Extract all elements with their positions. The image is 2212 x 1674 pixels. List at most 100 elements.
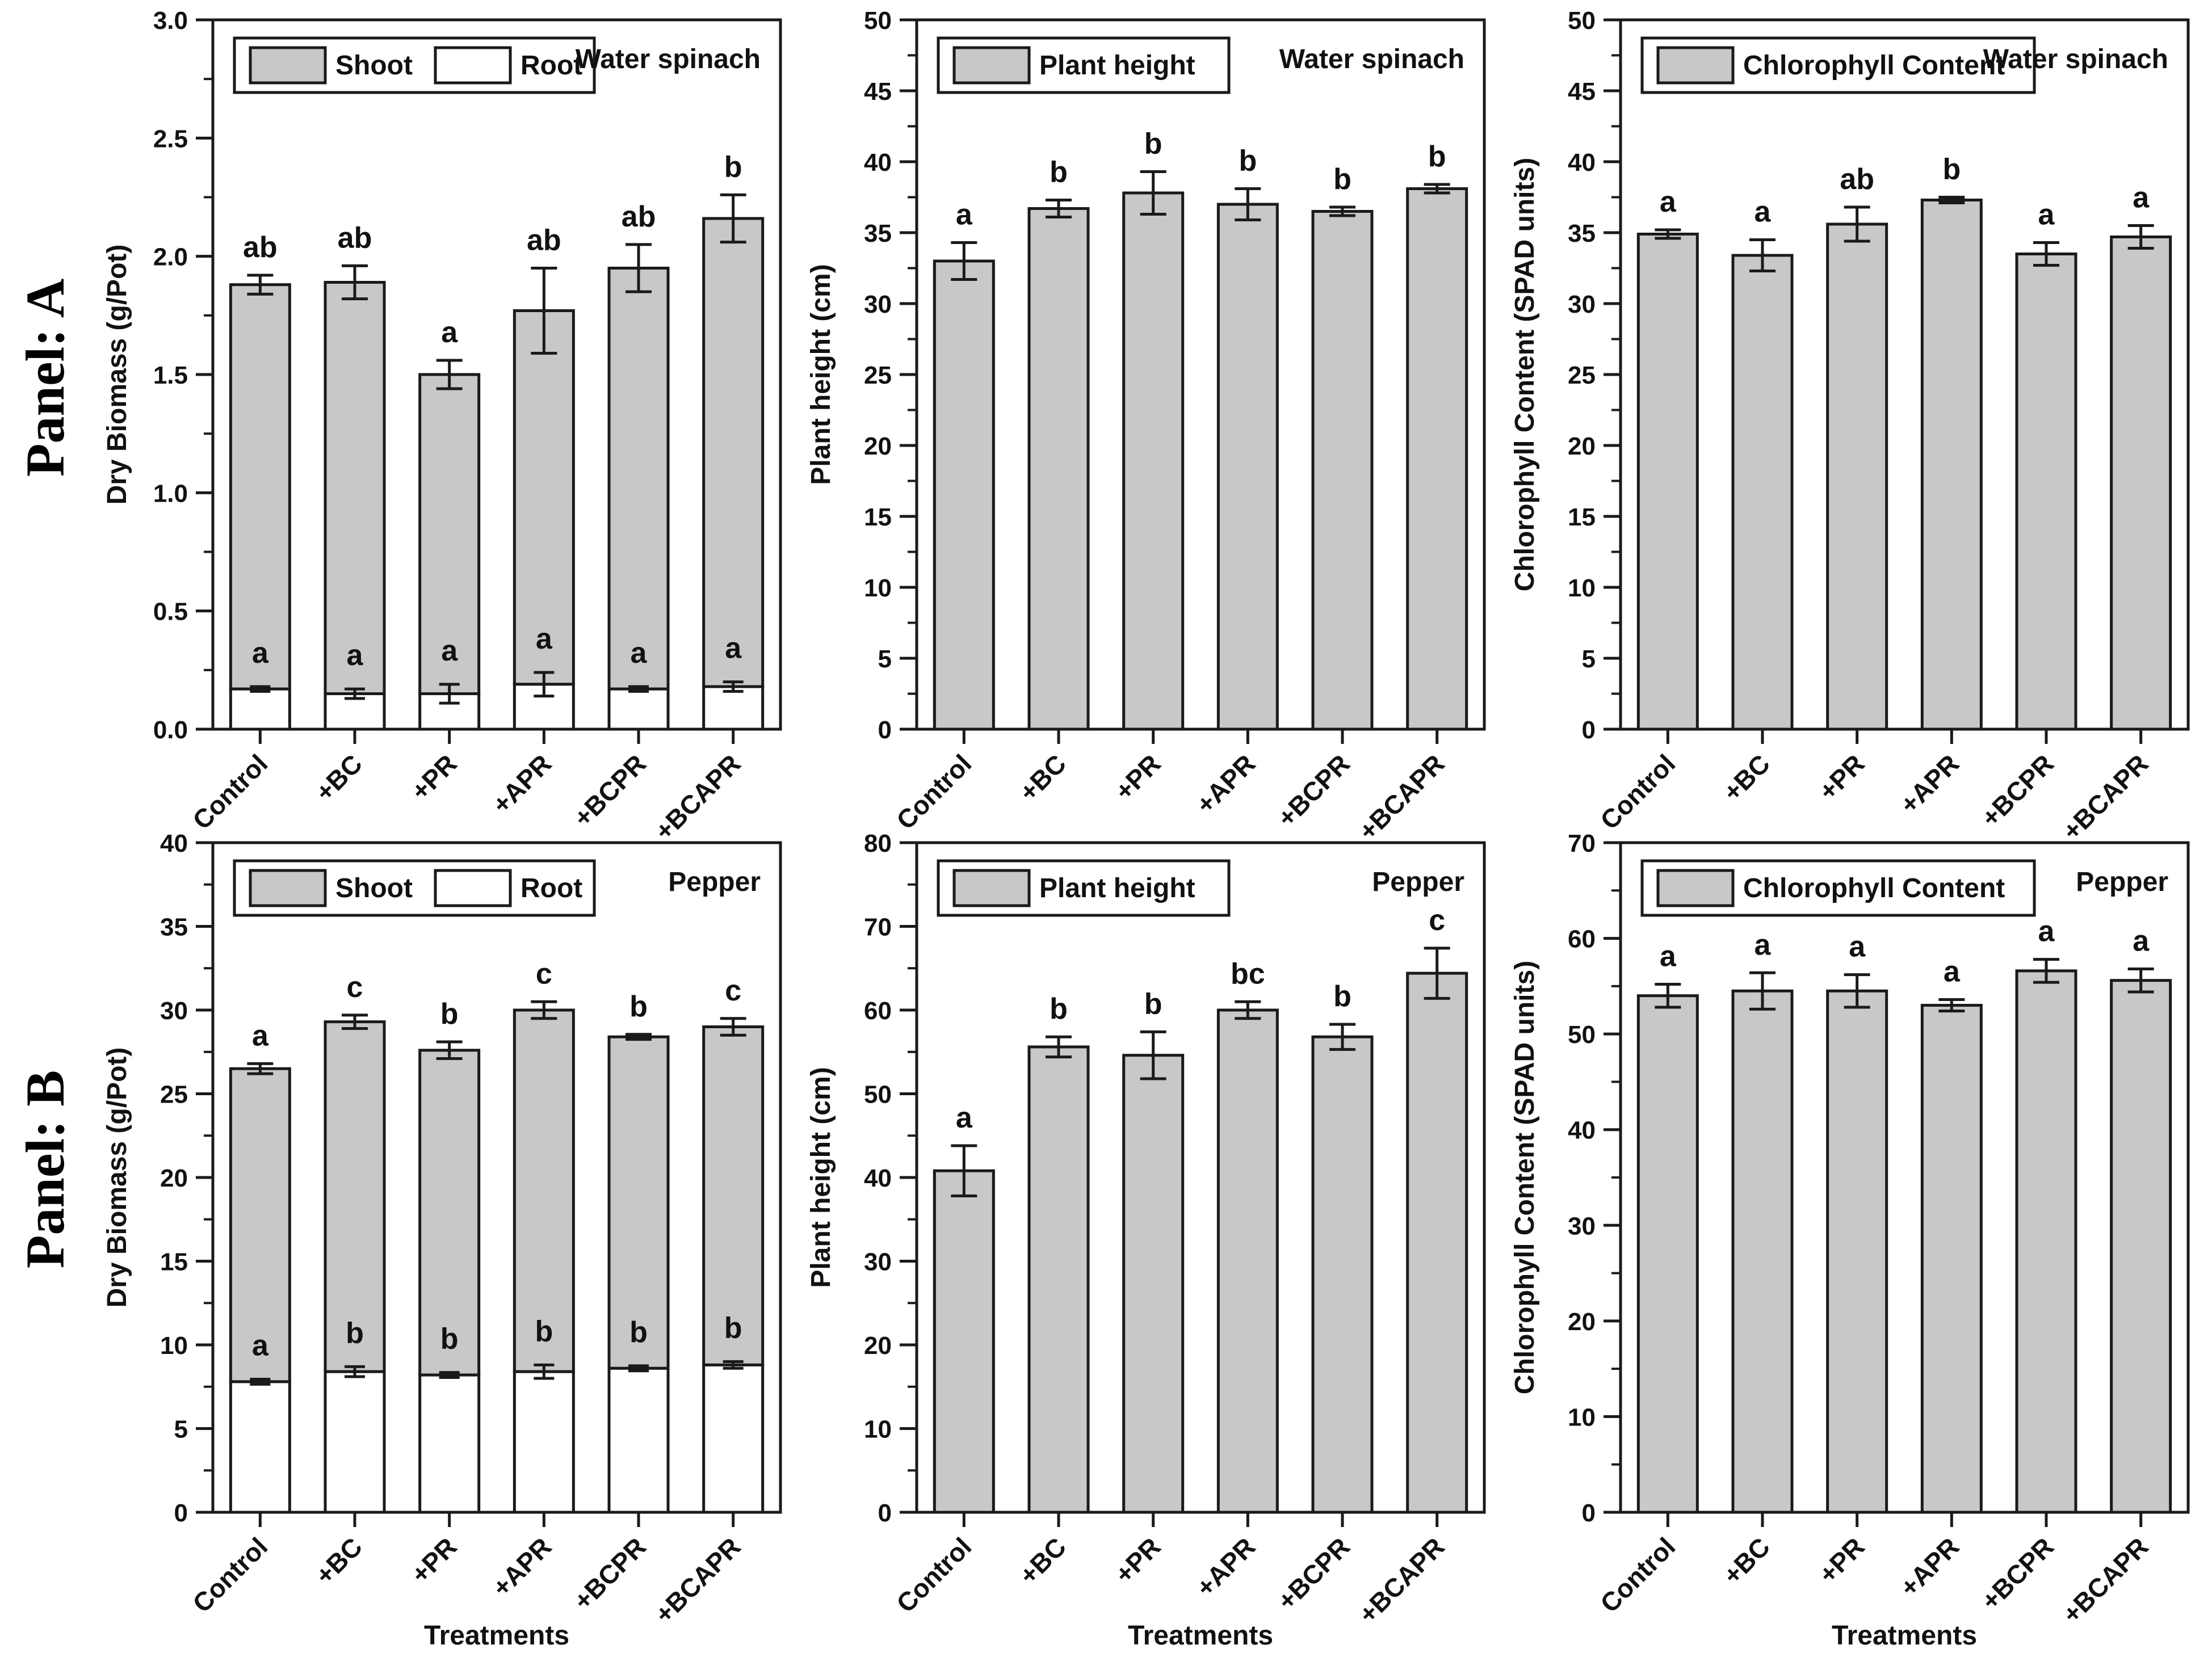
svg-text:+PR: +PR bbox=[1813, 748, 1870, 806]
svg-text:+BC: +BC bbox=[1717, 1532, 1776, 1590]
svg-text:+BCAPR: +BCAPR bbox=[649, 1532, 746, 1629]
crop-annotation: Water spinach bbox=[576, 44, 761, 74]
legend-swatch bbox=[249, 46, 327, 85]
significance-letter: a bbox=[1755, 196, 1772, 229]
x-tick-label: +APR bbox=[1190, 748, 1261, 819]
svg-text:+APR: +APR bbox=[1190, 748, 1261, 819]
y-tick-label: 15 bbox=[160, 1248, 188, 1276]
significance-letter-root: a bbox=[441, 634, 458, 667]
plot-frame bbox=[915, 841, 1486, 1514]
svg-text:+PR: +PR bbox=[405, 1532, 463, 1589]
value-bar bbox=[1406, 971, 1468, 1514]
y-tick-label: 10 bbox=[864, 574, 892, 602]
x-tick-label: +PR bbox=[1109, 748, 1166, 806]
y-tick-label: 10 bbox=[864, 1416, 892, 1444]
y-tick-label: 60 bbox=[864, 997, 892, 1025]
panel-b-label: Panel: B bbox=[15, 1070, 76, 1268]
error-bar bbox=[1140, 1030, 1166, 1080]
svg-text:Control: Control bbox=[1594, 1532, 1681, 1618]
error-bar bbox=[436, 1040, 463, 1061]
y-tick-label: 25 bbox=[1568, 361, 1596, 389]
error-bar bbox=[345, 687, 365, 700]
value-bar bbox=[2110, 979, 2172, 1514]
x-tick-label: +BC bbox=[309, 1532, 368, 1590]
significance-letter: bc bbox=[1231, 957, 1265, 990]
root-bar bbox=[418, 1373, 481, 1514]
y-tick-label: 50 bbox=[864, 7, 892, 35]
x-tick-label: +BCPR bbox=[1975, 748, 2059, 832]
shoot-bar bbox=[324, 1020, 386, 1373]
svg-text:+PR: +PR bbox=[1109, 1532, 1166, 1589]
y-tick-label: 80 bbox=[864, 830, 892, 857]
legend-label: Chlorophyll Content bbox=[1743, 51, 2005, 81]
svg-text:Dry Biomass (g/Pot): Dry Biomass (g/Pot) bbox=[102, 1048, 132, 1308]
crop-annotation: Pepper bbox=[1372, 867, 1464, 897]
shoot-bar bbox=[607, 267, 670, 691]
x-tick-label: +PR bbox=[1813, 1532, 1870, 1589]
x-tick-label: Control bbox=[891, 748, 977, 835]
value-bar bbox=[2015, 969, 2077, 1514]
svg-text:+PR: +PR bbox=[405, 748, 463, 806]
x-axis-title: Treatments bbox=[424, 1621, 569, 1651]
significance-letter-root: a bbox=[631, 637, 648, 670]
y-tick-label: 20 bbox=[1568, 432, 1596, 460]
y-tick-label: 40 bbox=[864, 1164, 892, 1192]
bar-group: b+BCAPR bbox=[1353, 140, 1468, 846]
significance-letter: a bbox=[1660, 186, 1677, 218]
y-tick-label: 20 bbox=[864, 1332, 892, 1360]
error-bar bbox=[1140, 170, 1166, 216]
legend-label: Plant height bbox=[1039, 873, 1195, 903]
error-bar bbox=[250, 685, 271, 693]
y-tick-label: 45 bbox=[864, 78, 892, 106]
y-tick-label: 5 bbox=[174, 1416, 188, 1444]
x-tick-label: Control bbox=[1594, 748, 1681, 835]
svg-text:Control: Control bbox=[891, 748, 977, 835]
y-tick-label: 0 bbox=[1582, 1499, 1596, 1527]
significance-letter-total: a bbox=[252, 1019, 269, 1052]
y-tick-label: 10 bbox=[160, 1332, 188, 1360]
error-bar bbox=[720, 1017, 746, 1037]
significance-letter-root: b bbox=[724, 1312, 742, 1345]
error-bar bbox=[531, 267, 557, 355]
chart-plant-height-pepper: 0 10 20 30 40 50 60 70 80 a Control b +BC b +PR bc +APR b… bbox=[795, 823, 1499, 1674]
crop-annotation: Pepper bbox=[2076, 867, 2168, 897]
error-bar bbox=[723, 680, 744, 693]
x-tick-label: +APR bbox=[1894, 748, 1965, 819]
svg-text:+APR: +APR bbox=[1894, 1532, 1965, 1602]
bar-group: a Control bbox=[891, 1101, 995, 1618]
y-tick-label: 70 bbox=[1568, 830, 1596, 857]
root-bar bbox=[702, 685, 765, 731]
error-bar bbox=[439, 1371, 460, 1379]
significance-letter-root: a bbox=[252, 637, 269, 670]
legend: Shoot Root bbox=[233, 36, 596, 94]
legend-swatch bbox=[1656, 869, 1735, 907]
bar-group: bc +APR bbox=[1190, 957, 1279, 1603]
legend-label: Chlorophyll Content bbox=[1743, 873, 2005, 903]
significance-letter-root: a bbox=[347, 639, 364, 672]
y-tick-label: 30 bbox=[864, 1248, 892, 1276]
significance-letter-root: b bbox=[535, 1315, 553, 1348]
y-tick-label: 60 bbox=[1568, 926, 1596, 953]
value-bar bbox=[2110, 235, 2172, 731]
x-tick-label: +BCAPR bbox=[2056, 1532, 2154, 1629]
root-bar bbox=[418, 692, 481, 731]
significance-letter: b bbox=[1333, 163, 1351, 196]
svg-text:+BCPR: +BCPR bbox=[1271, 748, 1355, 832]
crop-annotation: Water spinach bbox=[1279, 44, 1464, 74]
root-bar bbox=[324, 1370, 386, 1514]
y-tick-label: 0 bbox=[174, 1499, 188, 1527]
y-axis-title: Dry Biomass (g/Pot) bbox=[102, 245, 132, 505]
y-tick-label: 35 bbox=[1568, 220, 1596, 247]
y-axis-title: Plant height (cm) bbox=[806, 1067, 836, 1288]
x-tick-label: Control bbox=[891, 1532, 977, 1618]
y-tick-label: 3.0 bbox=[153, 7, 188, 35]
y-tick-label: 1.0 bbox=[153, 480, 188, 507]
plot-frame bbox=[211, 841, 782, 1514]
legend-label: Root bbox=[521, 51, 582, 81]
x-axis-title: Treatments bbox=[1128, 1621, 1273, 1651]
shoot-bar bbox=[229, 283, 291, 691]
y-tick-label: 40 bbox=[864, 149, 892, 176]
svg-text:Chlorophyll Content (SPAD unit: Chlorophyll Content (SPAD units) bbox=[1510, 961, 1540, 1394]
x-tick-label: Control bbox=[1594, 1532, 1681, 1618]
root-bar bbox=[607, 1366, 670, 1514]
